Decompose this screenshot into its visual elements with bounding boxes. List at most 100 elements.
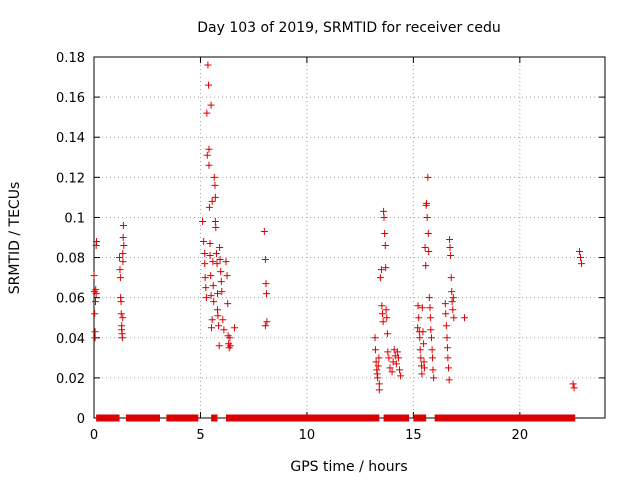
data-point <box>213 290 221 298</box>
data-point <box>428 346 436 354</box>
data-point <box>211 217 219 225</box>
data-point <box>575 248 583 256</box>
data-point <box>262 280 270 288</box>
data-point <box>208 324 216 332</box>
data-point <box>223 272 231 280</box>
data-point <box>380 213 388 221</box>
data-point <box>414 324 422 332</box>
data-point <box>445 376 453 384</box>
data-point <box>397 372 405 380</box>
data-point <box>206 240 214 248</box>
data-point <box>429 354 437 362</box>
data-point <box>231 324 239 332</box>
y-tick-label: 0.14 <box>56 131 85 146</box>
data-point <box>417 354 425 362</box>
data-point <box>376 274 384 282</box>
data-point <box>445 364 453 372</box>
data-point <box>118 334 126 342</box>
data-point <box>261 256 269 264</box>
data-point <box>425 248 433 256</box>
data-point <box>424 229 432 237</box>
data-point <box>91 310 99 318</box>
data-point <box>392 360 400 368</box>
data-point <box>570 384 578 392</box>
data-point <box>419 328 427 336</box>
data-point <box>220 326 228 334</box>
data-point <box>379 310 387 318</box>
data-point <box>205 145 213 153</box>
y-tick-label: 0.06 <box>56 292 85 307</box>
data-point <box>214 312 222 320</box>
data-point <box>218 288 226 296</box>
data-point <box>446 236 454 244</box>
data-point <box>216 256 224 264</box>
data-point <box>420 364 428 372</box>
data-point <box>260 227 268 235</box>
data-point <box>207 272 215 280</box>
data-points <box>90 61 586 394</box>
data-point <box>119 221 127 229</box>
data-point <box>226 334 234 342</box>
data-point <box>447 274 455 282</box>
x-tick-label: 10 <box>299 428 316 443</box>
data-point <box>382 264 390 272</box>
data-point <box>421 244 429 252</box>
data-point <box>210 173 218 181</box>
data-point <box>430 374 438 382</box>
data-point <box>215 342 223 350</box>
data-point <box>116 254 124 262</box>
data-point <box>444 354 452 362</box>
data-point <box>117 310 125 318</box>
data-point <box>199 217 207 225</box>
data-point <box>216 244 224 252</box>
data-point <box>203 109 211 117</box>
data-point <box>426 314 434 322</box>
data-point <box>446 244 454 252</box>
data-point <box>393 348 401 356</box>
y-axis-label: SRMTID / TECUs <box>7 182 23 295</box>
data-point <box>213 306 221 314</box>
x-tick-label: 20 <box>512 428 529 443</box>
data-point <box>418 370 426 378</box>
data-point <box>372 358 380 366</box>
data-point <box>215 322 223 330</box>
data-point <box>212 250 220 258</box>
data-point <box>119 250 127 258</box>
data-point <box>374 374 382 382</box>
data-point <box>443 344 451 352</box>
y-tick-label: 0.1 <box>64 211 85 226</box>
data-point <box>450 314 458 322</box>
data-point <box>423 199 431 207</box>
plot-frame <box>93 56 606 419</box>
data-point <box>213 260 221 268</box>
data-point <box>119 234 127 241</box>
data-point <box>208 197 216 205</box>
data-point <box>449 306 457 314</box>
data-point <box>383 330 391 338</box>
data-point <box>443 334 451 342</box>
y-tick-label: 0.18 <box>56 51 85 66</box>
x-tick-label: 15 <box>405 428 422 443</box>
x-tick-label: 5 <box>196 428 204 443</box>
data-point <box>441 300 449 308</box>
data-point <box>204 61 212 69</box>
data-point <box>382 306 390 314</box>
data-point <box>217 278 225 286</box>
data-point <box>422 262 430 270</box>
data-point <box>384 348 392 356</box>
data-point <box>426 304 434 312</box>
data-point <box>394 354 402 362</box>
data-point <box>577 254 585 262</box>
data-point <box>92 290 100 298</box>
data-point <box>371 334 379 342</box>
data-point <box>263 318 271 326</box>
data-point <box>205 81 213 89</box>
y-tick-label: 0.12 <box>56 171 85 186</box>
data-point <box>375 386 383 394</box>
data-point <box>119 258 127 266</box>
data-point <box>226 342 234 350</box>
data-point <box>212 223 220 231</box>
data-point <box>381 242 389 250</box>
data-point <box>442 310 450 318</box>
y-tick-label: 0 <box>77 412 85 427</box>
